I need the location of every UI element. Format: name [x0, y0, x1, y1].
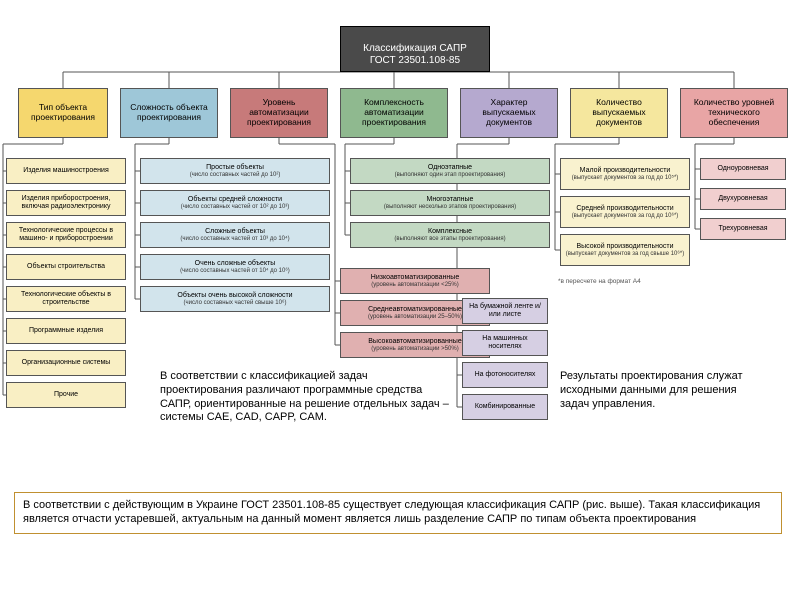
- leaf-title: На бумажной ленте и/или листе: [465, 303, 545, 318]
- leaf-c1-6: Организационные системы: [6, 350, 126, 376]
- leaf-c4-1: Многоэтапные(выполняют несколько этапов …: [350, 190, 550, 216]
- leaf-title: Объекты очень высокой сложности: [177, 292, 292, 300]
- root-node: Классификация САПР ГОСТ 23501.108-85: [340, 26, 490, 72]
- leaf-c1-7: Прочие: [6, 382, 126, 408]
- leaf-subtitle: (число составных частей от 10² до 10³): [181, 204, 290, 211]
- leaf-c1-1: Изделия приборостроения, включая радиоэл…: [6, 190, 126, 216]
- asterisk-note: *в пересчете на формат А4: [558, 278, 641, 285]
- leaf-c6-1: Средней производительности(выпускает док…: [560, 196, 690, 228]
- leaf-title: На фотоносителях: [475, 371, 536, 379]
- category-c6: Количество выпускаемых документов: [570, 88, 668, 138]
- leaf-title: Технологические процессы в машино- и при…: [9, 227, 123, 242]
- leaf-subtitle: (число составных частей до 10²): [190, 172, 281, 179]
- leaf-title: Многоэтапные: [427, 196, 474, 204]
- leaf-c3-0: Низкоавтоматизированные(уровень автомати…: [340, 268, 490, 294]
- leaf-c6-0: Малой производительности(выпускает докум…: [560, 158, 690, 190]
- leaf-c1-4: Технологические объекты в строительстве: [6, 286, 126, 312]
- note-right: Результаты проектирования служат исходны…: [560, 370, 750, 411]
- category-c7: Количество уровней технического обеспече…: [680, 88, 788, 138]
- leaf-title: Одноуровневая: [717, 165, 768, 173]
- leaf-title: Низкоавтоматизированные: [371, 274, 459, 282]
- leaf-subtitle: (выполняют несколько этапов проектирован…: [384, 204, 516, 211]
- leaf-title: Средней производительности: [576, 205, 673, 213]
- category-c4: Комплексность автоматизации проектирован…: [340, 88, 448, 138]
- leaf-c4-0: Одноэтапные(выполняют один этап проектир…: [350, 158, 550, 184]
- category-c1: Тип объекта проектирования: [18, 88, 108, 138]
- leaf-subtitle: (выполняют все этапы проектирования): [394, 236, 505, 243]
- leaf-title: Технологические объекты в строительстве: [9, 291, 123, 306]
- leaf-title: Среднеавтоматизированные: [368, 306, 462, 314]
- leaf-c5-1: На машинных носителях: [462, 330, 548, 356]
- leaf-title: Изделия машиностроения: [23, 167, 109, 175]
- leaf-title: Объекты строительства: [27, 263, 105, 271]
- leaf-title: Высокой производительности: [576, 243, 673, 251]
- note-left: В соответствии с классификацией задач пр…: [160, 370, 450, 425]
- leaf-subtitle: (число составных частей от 10³ до 10⁴): [180, 236, 289, 243]
- leaf-c5-3: Комбинированные: [462, 394, 548, 420]
- leaf-title: Простые объекты: [206, 164, 264, 172]
- root-title: Классификация САПР ГОСТ 23501.108-85: [363, 43, 467, 66]
- category-c5: Характер выпускаемых документов: [460, 88, 558, 138]
- leaf-c7-0: Одноуровневая: [700, 158, 786, 180]
- footnote-box: В соответствии с действующим в Украине Г…: [14, 492, 782, 534]
- leaf-subtitle: (уровень автоматизации >50%): [371, 346, 458, 353]
- category-c3: Уровень автоматизации проектирования: [230, 88, 328, 138]
- leaf-c1-2: Технологические процессы в машино- и при…: [6, 222, 126, 248]
- leaf-c2-4: Объекты очень высокой сложности(число со…: [140, 286, 330, 312]
- leaf-c1-5: Программные изделия: [6, 318, 126, 344]
- leaf-c5-2: На фотоносителях: [462, 362, 548, 388]
- leaf-title: Программные изделия: [29, 327, 103, 335]
- leaf-title: Объекты средней сложности: [188, 196, 282, 204]
- leaf-subtitle: (выпускает документов за год до 10⁶*): [572, 213, 679, 220]
- leaf-subtitle: (число составных частей свыше 10⁶): [184, 300, 287, 307]
- leaf-c2-3: Очень сложные объекты(число составных ча…: [140, 254, 330, 280]
- leaf-title: Организационные системы: [22, 359, 111, 367]
- leaf-c2-1: Объекты средней сложности(число составны…: [140, 190, 330, 216]
- leaf-c5-0: На бумажной ленте и/или листе: [462, 298, 548, 324]
- leaf-c4-2: Комплексные(выполняют все этапы проектир…: [350, 222, 550, 248]
- leaf-subtitle: (выполняют один этап проектирования): [395, 172, 506, 179]
- leaf-subtitle: (выпускает документов за год свыше 10⁶*): [566, 251, 684, 258]
- leaf-subtitle: (выпускает документов за год до 10⁵*): [572, 175, 679, 182]
- leaf-title: Малой производительности: [580, 167, 671, 175]
- leaf-title: Одноэтапные: [428, 164, 472, 172]
- leaf-c7-1: Двухуровневая: [700, 188, 786, 210]
- leaf-title: Высокоавтоматизированные: [368, 338, 461, 346]
- leaf-title: Комплексные: [428, 228, 472, 236]
- leaf-c1-0: Изделия машиностроения: [6, 158, 126, 184]
- leaf-c7-2: Трехуровневая: [700, 218, 786, 240]
- leaf-title: Сложные объекты: [205, 228, 265, 236]
- category-c2: Сложность объекта проектирования: [120, 88, 218, 138]
- leaf-subtitle: (уровень автоматизации <25%): [371, 282, 458, 289]
- leaf-subtitle: (уровень автоматизации 25–50%): [368, 314, 462, 321]
- leaf-c1-3: Объекты строительства: [6, 254, 126, 280]
- leaf-title: На машинных носителях: [465, 335, 545, 350]
- leaf-c2-2: Сложные объекты(число составных частей о…: [140, 222, 330, 248]
- leaf-c2-0: Простые объекты(число составных частей д…: [140, 158, 330, 184]
- leaf-title: Изделия приборостроения, включая радиоэл…: [9, 195, 123, 210]
- leaf-c6-2: Высокой производительности(выпускает док…: [560, 234, 690, 266]
- leaf-title: Трехуровневая: [718, 225, 767, 233]
- leaf-title: Прочие: [54, 391, 78, 399]
- leaf-title: Очень сложные объекты: [195, 260, 276, 268]
- leaf-subtitle: (число составных частей от 10⁴ до 10⁶): [180, 268, 290, 275]
- leaf-title: Комбинированные: [475, 403, 535, 411]
- leaf-title: Двухуровневая: [718, 195, 767, 203]
